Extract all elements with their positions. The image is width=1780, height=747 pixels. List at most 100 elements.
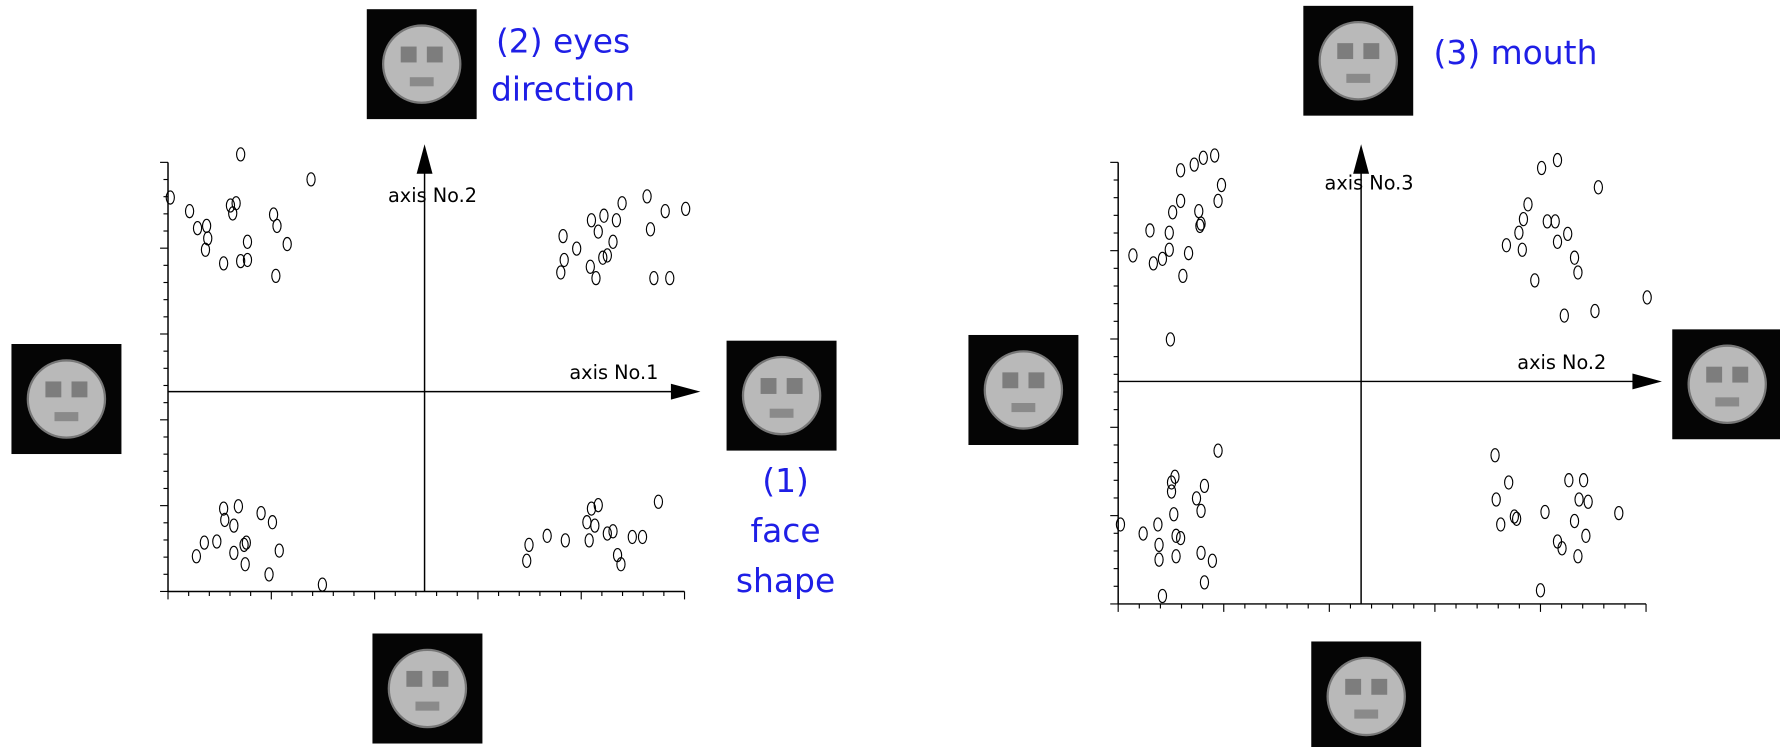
data-point: [1197, 546, 1205, 559]
data-point: [1165, 243, 1173, 256]
data-point: [1214, 444, 1222, 457]
data-point: [618, 197, 626, 210]
arrow: [1632, 374, 1662, 390]
data-point: [1208, 554, 1216, 567]
data-point: [1497, 518, 1505, 531]
data-point: [1169, 206, 1177, 219]
x-axis-label: axis No.1: [569, 361, 658, 384]
data-point: [192, 550, 200, 563]
data-point: [1518, 243, 1526, 256]
data-point: [230, 519, 238, 532]
data-point: [1543, 215, 1551, 228]
data-point: [592, 272, 600, 285]
data-point: [1564, 227, 1572, 240]
annotation: face: [751, 511, 821, 550]
data-point: [1643, 291, 1651, 304]
data-point: [1536, 584, 1544, 597]
data-point: [1584, 495, 1592, 508]
data-point: [1553, 535, 1561, 548]
data-point: [1172, 550, 1180, 563]
data-point: [599, 251, 607, 264]
data-point: [638, 530, 646, 543]
data-point: [1574, 550, 1582, 563]
data-point: [1553, 235, 1561, 248]
data-point: [307, 173, 315, 186]
data-point: [1591, 304, 1599, 317]
data-point: [234, 500, 242, 513]
data-point: [646, 223, 654, 236]
data-point: [1505, 476, 1513, 489]
data-point: [185, 205, 193, 218]
data-point: [213, 535, 221, 548]
data-point: [1172, 529, 1180, 542]
data-point: [1167, 476, 1175, 489]
data-point: [666, 272, 674, 285]
data-point: [573, 242, 581, 255]
data-point: [193, 222, 201, 235]
y-axis-label: axis No.2: [388, 184, 477, 207]
data-point: [583, 516, 591, 529]
data-point: [1217, 178, 1225, 191]
face-icon: [968, 335, 1078, 445]
data-point: [523, 554, 531, 567]
data-point: [1155, 553, 1163, 566]
data-point: [1502, 239, 1510, 252]
data-point: [603, 527, 611, 540]
data-point: [1184, 247, 1192, 260]
data-point: [257, 507, 265, 520]
data-point: [586, 260, 594, 273]
data-point: [1615, 507, 1623, 520]
data-point: [1531, 274, 1539, 287]
data-point: [1580, 474, 1588, 487]
data-point: [1570, 251, 1578, 264]
data-point: [220, 257, 228, 270]
data-point: [1515, 226, 1523, 239]
data-point: [543, 529, 551, 542]
data-point: [201, 243, 209, 256]
data-point: [1513, 512, 1521, 525]
data-point: [1139, 527, 1147, 540]
data-point: [1190, 158, 1198, 171]
data-point: [1200, 576, 1208, 589]
data-point: [1574, 266, 1582, 279]
data-point: [203, 219, 211, 232]
data-point: [1594, 181, 1602, 194]
data-point: [609, 235, 617, 248]
data-point: [268, 516, 276, 529]
data-point: [1177, 532, 1185, 545]
data-point: [591, 519, 599, 532]
data-point: [283, 238, 291, 251]
data-point: [1492, 493, 1500, 506]
data-point: [1166, 333, 1174, 346]
data-point: [603, 249, 611, 262]
data-point: [1558, 542, 1566, 555]
data-point: [643, 190, 651, 203]
arrow: [671, 384, 701, 400]
data-point: [1192, 492, 1200, 505]
data-point: [1570, 514, 1578, 527]
data-point: [1560, 309, 1568, 322]
figure: axis No.1axis No.2(2) eyesdirection(1)fa…: [0, 0, 1780, 747]
data-point: [609, 525, 617, 538]
data-point: [1200, 479, 1208, 492]
data-point: [1211, 149, 1219, 162]
data-point: [1155, 538, 1163, 551]
face-icon: [372, 633, 482, 743]
data-point: [560, 253, 568, 266]
data-point: [272, 269, 280, 282]
data-point: [1524, 198, 1532, 211]
arrow: [1353, 144, 1369, 174]
data-point: [1575, 493, 1583, 506]
data-point: [232, 197, 240, 210]
face-icon: [1311, 641, 1421, 747]
data-point: [1165, 226, 1173, 239]
data-point: [237, 148, 245, 161]
data-point: [1154, 518, 1162, 531]
data-point: [1565, 474, 1573, 487]
data-point: [230, 546, 238, 559]
data-point: [559, 230, 567, 243]
face-icon: [11, 344, 121, 454]
face-icon: [1672, 329, 1780, 439]
data-point: [1158, 252, 1166, 265]
annotation: (3) mouth: [1434, 33, 1598, 72]
